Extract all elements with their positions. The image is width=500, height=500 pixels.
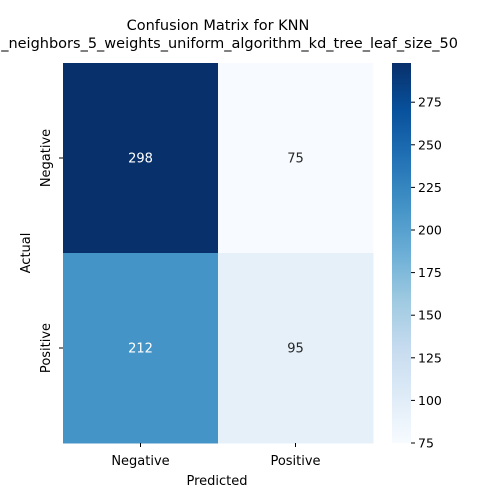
chart-title-line1: Confusion Matrix for KNN xyxy=(126,18,310,34)
cell-value-0-0: 298 xyxy=(128,152,153,167)
colorbar-tick-label-7: 250 xyxy=(418,137,442,152)
cell-value-1-1: 95 xyxy=(287,342,304,357)
cell-value-1-0: 212 xyxy=(128,342,153,357)
heatmap-cell-1-1 xyxy=(218,253,374,444)
y-axis-label: Actual xyxy=(19,233,34,274)
y-tick-label-1: Positive xyxy=(39,323,54,373)
colorbar-tick-label-1: 100 xyxy=(418,393,442,408)
colorbar-tick-label-6: 225 xyxy=(418,180,442,195)
cell-value-0-1: 75 xyxy=(287,152,304,167)
colorbar-tick-label-4: 175 xyxy=(418,265,442,280)
colorbar-tick-label-5: 200 xyxy=(418,222,442,237)
colorbar-tick-label-2: 125 xyxy=(418,350,442,365)
x-tick-label-1: Positive xyxy=(270,454,320,469)
colorbar-tick-label-8: 275 xyxy=(418,95,442,110)
heatmap-cell-0-0 xyxy=(63,63,219,254)
colorbar xyxy=(392,63,411,443)
x-tick-label-0: Negative xyxy=(111,454,169,469)
y-tick-label-0: Negative xyxy=(39,129,54,187)
chart-title-line2: n_neighbors_5_weights_uniform_algorithm_… xyxy=(0,36,458,52)
heatmap-cell-1-0 xyxy=(63,253,219,444)
colorbar-tick-label-0: 75 xyxy=(418,436,434,451)
colorbar-tick-label-3: 150 xyxy=(418,308,442,323)
heatmap-cell-0-1 xyxy=(218,63,374,254)
x-axis-label: Predicted xyxy=(186,474,247,489)
